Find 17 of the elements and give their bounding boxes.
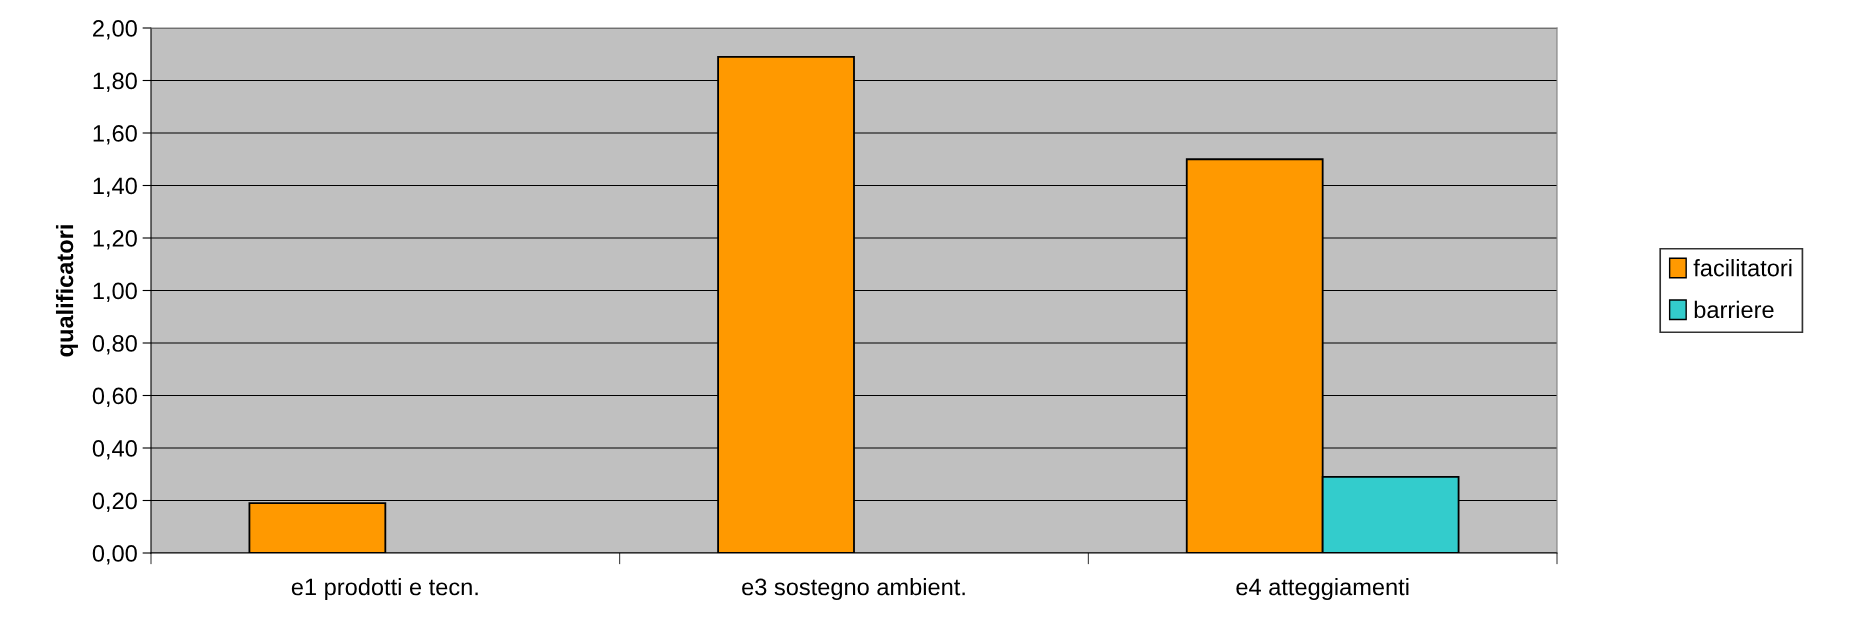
y-tick-label: 1,40 (93, 177, 137, 198)
y-tick-label: 0,40 (92, 440, 137, 460)
y-tick-label: 1,20 (93, 230, 137, 250)
y-axis-title: qualificatori (55, 225, 78, 357)
y-tick-label: 0,80 (92, 335, 137, 355)
x-tick-label: e1 prodotti e tecn. (291, 578, 478, 601)
y-tick-label: 1,00 (93, 282, 137, 303)
legend-label: facilitatori (1693, 259, 1792, 277)
y-tick-label: 1,80 (93, 72, 137, 93)
y-tick-label: 2,00 (93, 20, 137, 40)
y-tick-label: 0,60 (92, 387, 137, 408)
y-tick-label: 0,20 (92, 492, 137, 513)
x-tick-label: e4 atteggiamenti (1236, 578, 1409, 601)
y-tick-label: 0,00 (92, 545, 137, 565)
y-tick-label: 1,60 (93, 125, 137, 145)
x-tick-label: e3 sostegno ambient. (742, 578, 965, 601)
legend-label: barriere (1694, 300, 1774, 319)
